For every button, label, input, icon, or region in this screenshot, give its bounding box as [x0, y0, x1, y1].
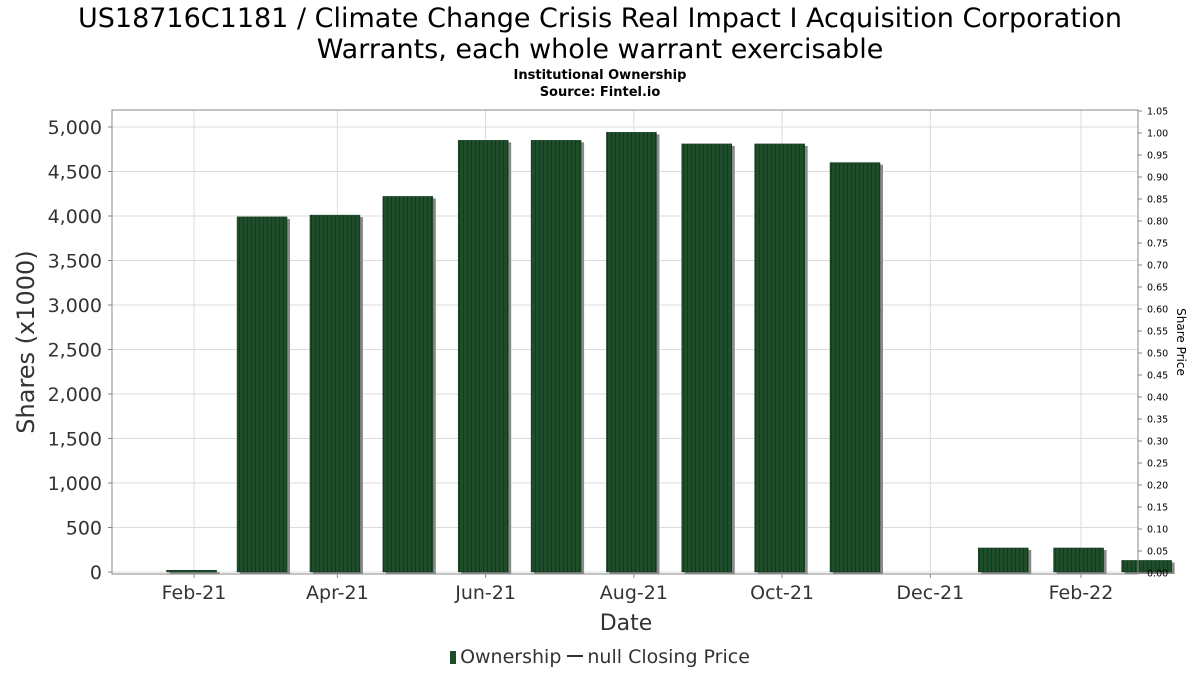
- y2-tick-label: 0.35: [1147, 415, 1168, 426]
- x-axis: Feb-21 Apr-21 Jun-21 Aug-21 Oct-21 Dec-21 Feb-…: [162, 574, 1114, 604]
- y-tick-label: 1,500: [48, 429, 102, 451]
- y2-axis-label: Share Price: [1174, 308, 1188, 376]
- y2-tick-label: 0.05: [1147, 547, 1168, 558]
- ownership-bar: [829, 162, 881, 573]
- ownership-bar: [681, 143, 733, 573]
- y2-tick-label: 0.25: [1147, 459, 1168, 470]
- ownership-bar: [382, 196, 434, 573]
- chart-subtitle: Institutional Ownership: [513, 68, 687, 83]
- ownership-legend-label: Ownership: [460, 646, 562, 668]
- y2-tick-label: 0.65: [1147, 283, 1168, 294]
- ownership-bar: [457, 140, 509, 573]
- x-tick-label: Jun-21: [454, 582, 516, 604]
- ownership-bar: [977, 547, 1029, 573]
- y-tick-label: 3,500: [48, 251, 102, 273]
- right-y-axis: 0.00 0.05 0.10 0.15 0.20 0.25 0.30 0.35 0.40 0.45…: [1138, 107, 1168, 580]
- y-tick-label: 0: [90, 562, 102, 584]
- price-legend-label: null Closing Price: [587, 646, 750, 668]
- ownership-bar: [166, 569, 217, 573]
- y2-tick-label: 1.05: [1147, 107, 1168, 118]
- ownership-bar: [236, 216, 288, 573]
- bar-series: [166, 132, 1175, 575]
- x-tick-label: Dec-21: [896, 582, 964, 604]
- y-tick-label: 5,000: [48, 117, 102, 139]
- y2-tick-label: 0.75: [1147, 239, 1168, 250]
- y-tick-label: 3,000: [48, 295, 102, 317]
- plot-frame: [111, 109, 1139, 575]
- y2-tick-label: 0.45: [1147, 371, 1168, 382]
- chart-title-line-2: Warrants, each whole warrant exercisable: [316, 34, 884, 65]
- ownership-bar: [754, 143, 805, 573]
- y2-tick-label: 0.50: [1147, 349, 1168, 360]
- y-tick-label: 4,500: [48, 162, 102, 184]
- chart-source: Source: Fintel.io: [539, 85, 661, 100]
- y2-tick-label: 0.70: [1147, 261, 1168, 272]
- x-tick-label: Feb-22: [1049, 582, 1114, 604]
- ownership-bar: [530, 140, 582, 573]
- y-axis-label: Shares (x1000): [12, 250, 40, 433]
- y-tick-label: 2,500: [48, 340, 102, 362]
- ownership-bar: [309, 214, 361, 573]
- y2-tick-label: 0.80: [1147, 217, 1168, 228]
- ownership-bar: [1121, 560, 1172, 573]
- chart-title-line-1: US18716C1181 / Climate Change Crisis Rea…: [78, 3, 1122, 34]
- x-tick-label: Oct-21: [750, 582, 814, 604]
- ownership-legend-swatch: [450, 651, 457, 664]
- y-tick-label: 2,000: [48, 384, 102, 406]
- y2-tick-label: 0.90: [1147, 173, 1168, 184]
- ownership-bar: [1053, 547, 1104, 573]
- x-tick-label: Apr-21: [306, 582, 369, 604]
- y2-tick-label: 0.55: [1147, 327, 1168, 338]
- legend: Ownership null Closing Price: [0, 646, 1200, 668]
- y2-tick-label: 0.60: [1147, 305, 1168, 316]
- y-tick-label: 1,000: [48, 473, 102, 495]
- y2-tick-label: 1.00: [1147, 129, 1168, 140]
- y2-tick-label: 0.00: [1147, 569, 1168, 580]
- y-tick-label: 4,000: [48, 206, 102, 228]
- y2-tick-label: 0.15: [1147, 503, 1168, 514]
- x-tick-label: Aug-21: [600, 582, 668, 604]
- y-tick-label: 500: [66, 518, 102, 540]
- x-axis-label: Date: [600, 611, 653, 636]
- y2-tick-label: 0.20: [1147, 481, 1168, 492]
- price-legend-swatch: [567, 655, 584, 657]
- ownership-bar: [606, 132, 657, 573]
- y2-tick-label: 0.95: [1147, 151, 1168, 162]
- y2-tick-label: 0.85: [1147, 195, 1168, 206]
- bar-shadow: [169, 572, 220, 574]
- y2-tick-label: 0.40: [1147, 393, 1168, 404]
- y2-tick-label: 0.30: [1147, 437, 1168, 448]
- left-y-axis: 0 500 1,000 1,500 2,000 2,500 3,000 3,500 4,000 4…: [48, 117, 112, 584]
- y2-tick-label: 0.10: [1147, 525, 1168, 536]
- x-tick-label: Feb-21: [162, 582, 227, 604]
